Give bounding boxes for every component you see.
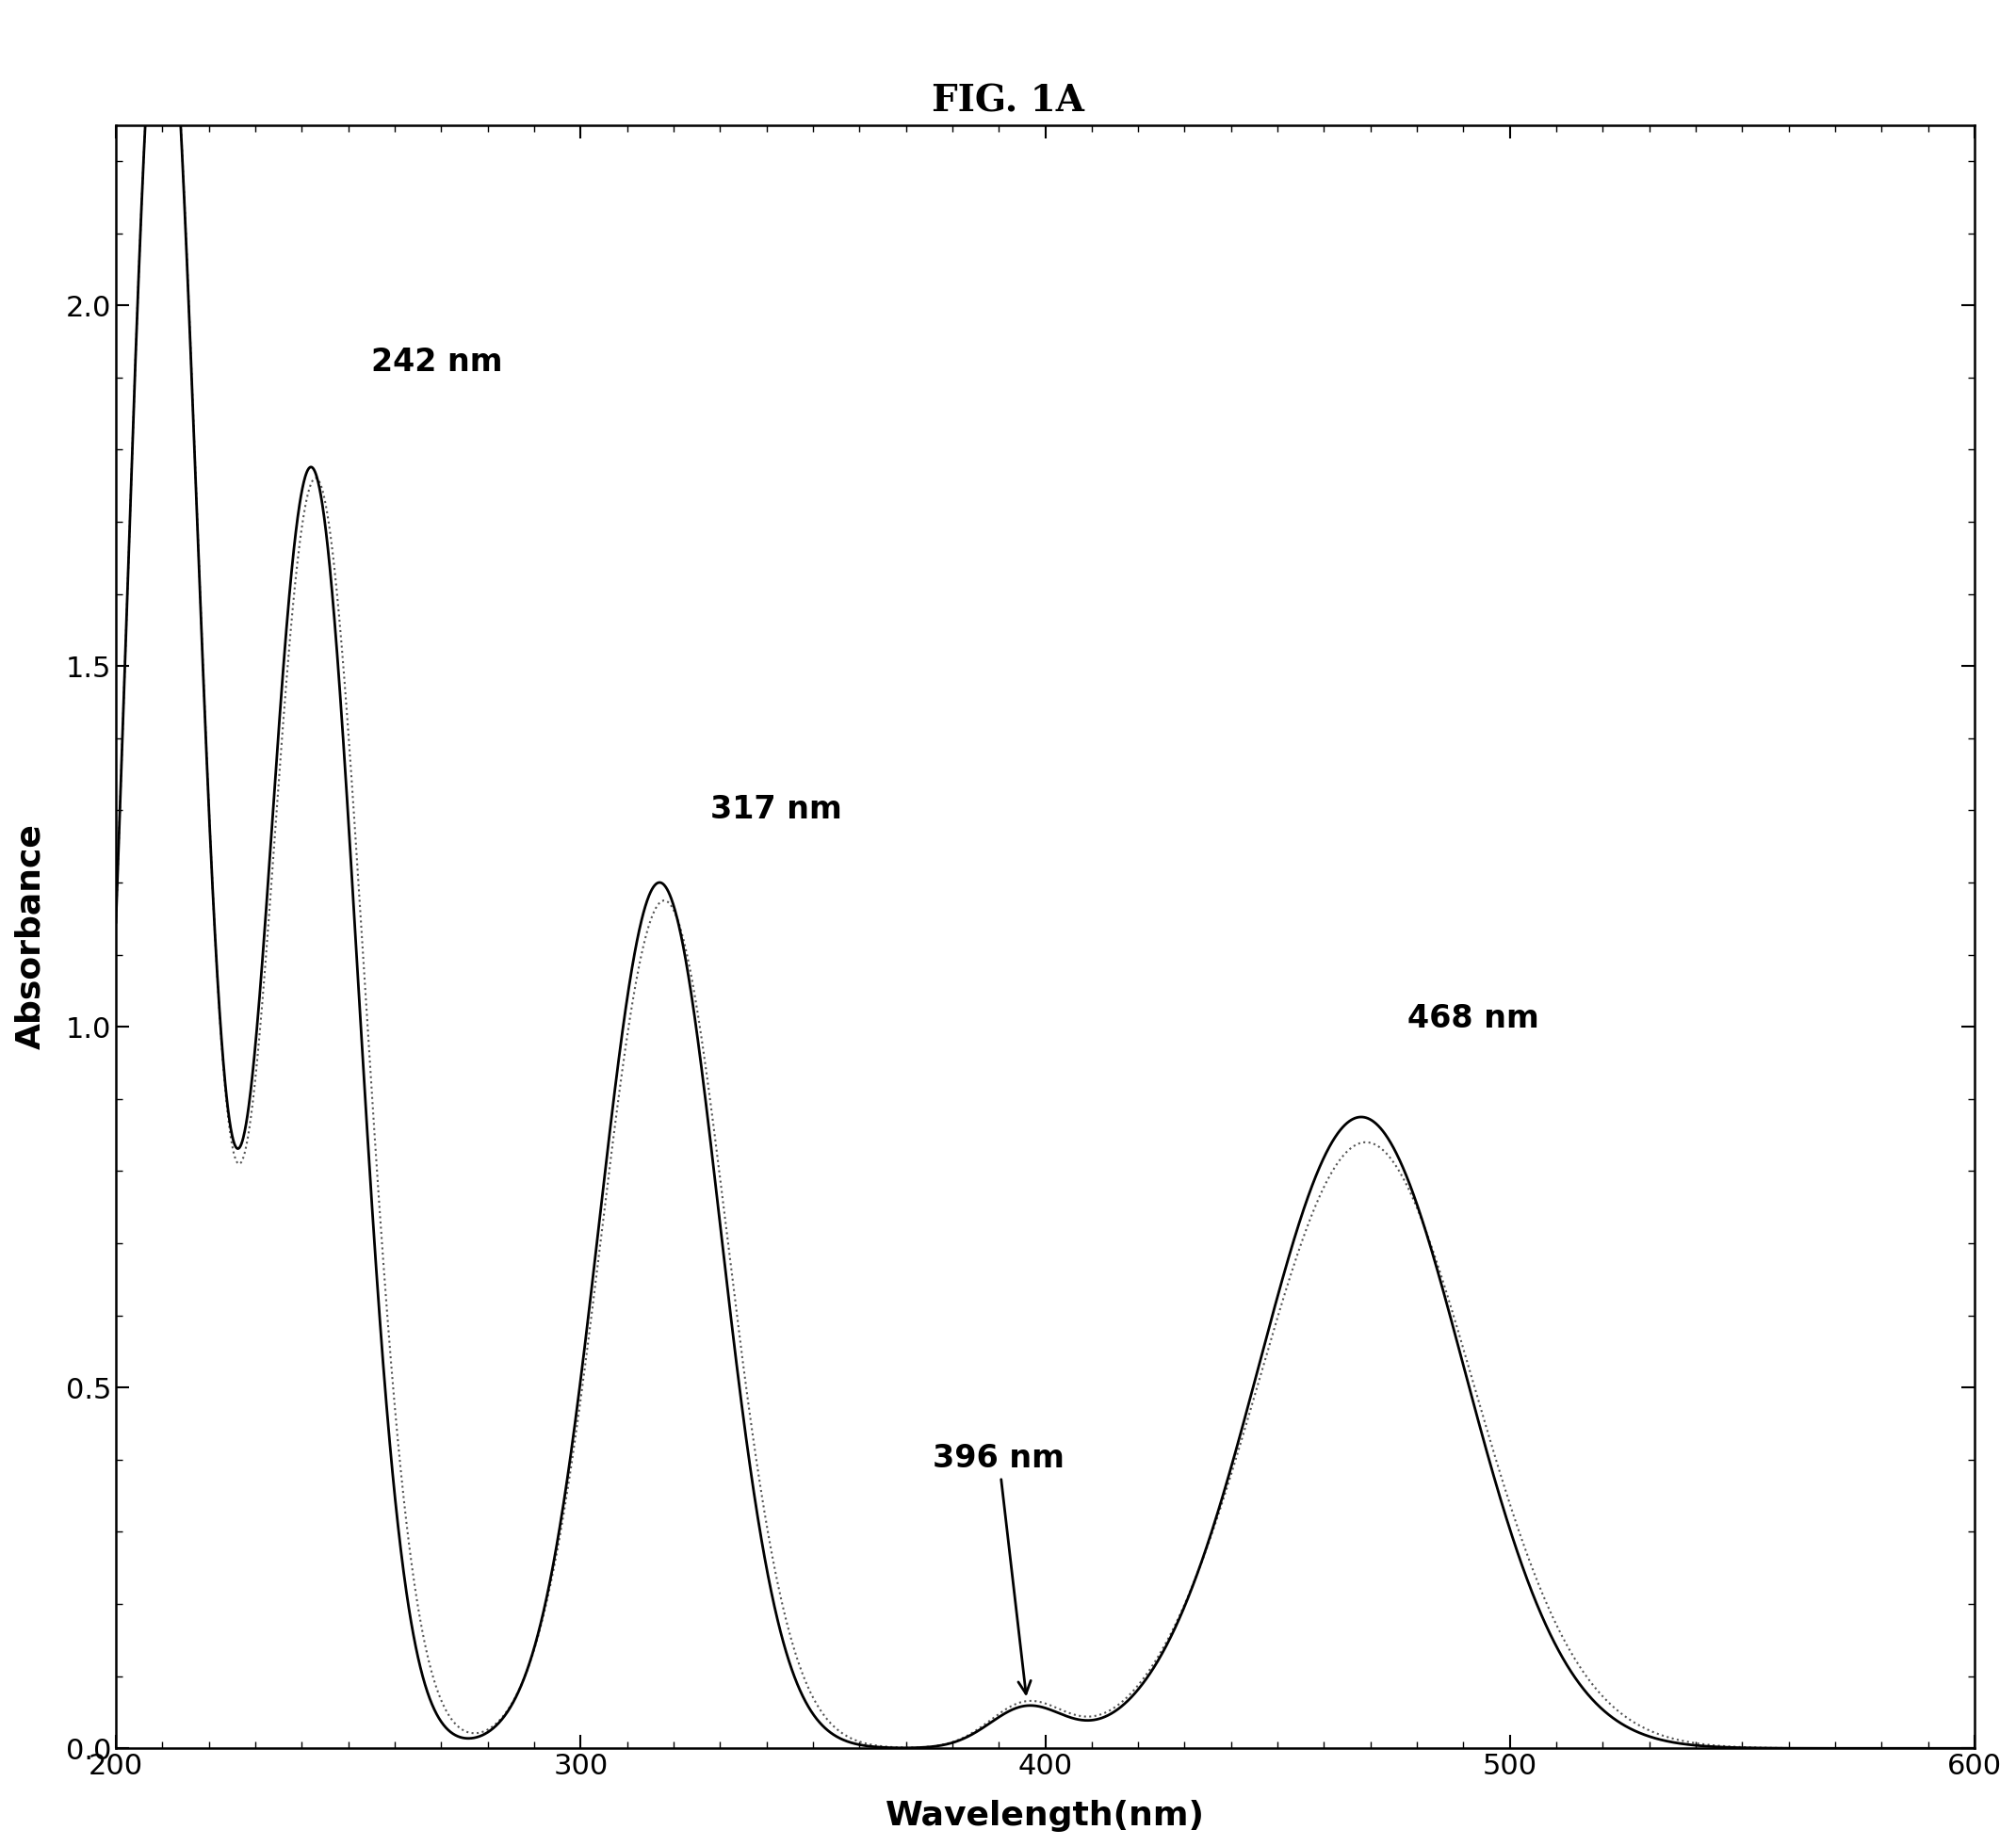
Y-axis label: Absorbance: Absorbance (14, 823, 46, 1050)
X-axis label: Wavelength(nm): Wavelength(nm) (885, 1800, 1206, 1831)
Text: 242 nm: 242 nm (371, 347, 502, 377)
Text: FIG. 1A: FIG. 1A (931, 83, 1085, 118)
Text: 317 nm: 317 nm (712, 794, 843, 825)
Text: 468 nm: 468 nm (1407, 1002, 1540, 1034)
Text: 396 nm: 396 nm (933, 1444, 1064, 1695)
